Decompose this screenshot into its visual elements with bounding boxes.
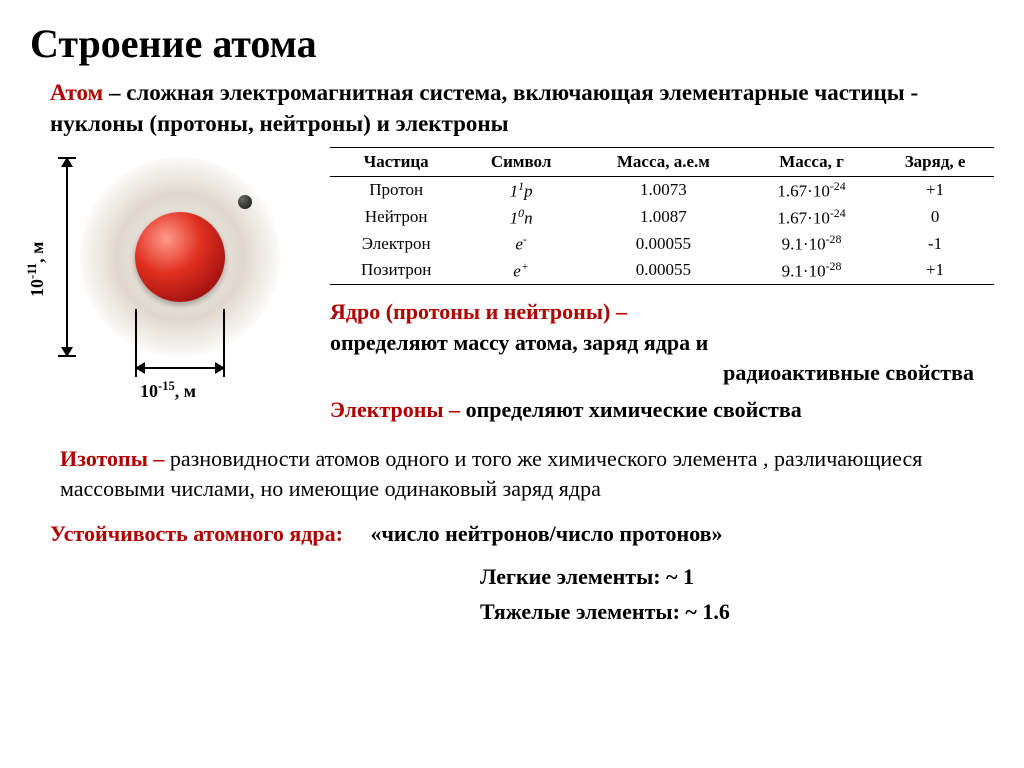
table-row: Позитронe+0.000559.1·10-28+1 (330, 257, 994, 284)
cell-particle: Нейтрон (330, 204, 462, 231)
outer-dimension (58, 157, 76, 357)
cell-mass-g: 9.1·10-28 (747, 257, 876, 284)
cell-symbol: 10n (462, 204, 579, 231)
electron-dot (238, 195, 252, 209)
content-row: 10-11, м 10-15, м Частица Символ Масса, … (30, 147, 994, 426)
electrons-term: Электроны – (330, 397, 460, 422)
page-title: Строение атома (30, 20, 994, 67)
nucleus-term: Ядро (протоны и нейтроны) – (330, 299, 627, 324)
outer-dim-label: 10-11, м (25, 242, 48, 297)
stability-label: Устойчивость атомного ядра: (50, 521, 343, 546)
cell-charge: +1 (876, 257, 994, 284)
table-row: Нейтрон10n1.00871.67·10-240 (330, 204, 994, 231)
stability-row: Устойчивость атомного ядра: «число нейтр… (50, 521, 994, 547)
def-text: – сложная электромагнитная система, вклю… (50, 80, 918, 136)
col-symbol: Символ (462, 148, 579, 177)
inner-dim-label: 10-15, м (140, 379, 196, 402)
nucleus-explain: Ядро (протоны и нейтроны) – определяют м… (330, 297, 994, 426)
col-particle: Частица (330, 148, 462, 177)
nucleus-rest: определяют массу атома, заряд ядра и (330, 330, 708, 355)
cell-mass-g: 1.67·10-24 (747, 177, 876, 204)
cell-mass-aem: 0.00055 (580, 230, 747, 257)
stability-ratio: «число нейтронов/число протонов» (370, 521, 722, 546)
cell-particle: Электрон (330, 230, 462, 257)
cell-symbol: 11p (462, 177, 579, 204)
stability-values: Легкие элементы: ~ 1 Тяжелые элементы: ~… (480, 559, 994, 629)
cell-mass-aem: 0.00055 (580, 257, 747, 284)
cell-particle: Позитрон (330, 257, 462, 284)
isotopes-rest: разновидности атомов одного и того же хи… (60, 446, 922, 501)
cell-mass-aem: 1.0073 (580, 177, 747, 204)
cell-particle: Протон (330, 177, 462, 204)
cell-mass-aem: 1.0087 (580, 204, 747, 231)
stability-light: Легкие элементы: ~ 1 (480, 559, 994, 594)
cell-mass-g: 9.1·10-28 (747, 230, 876, 257)
cell-charge: -1 (876, 230, 994, 257)
inner-dimension (135, 359, 225, 377)
isotopes-term: Изотопы – (60, 446, 164, 471)
cell-symbol: e- (462, 230, 579, 257)
atom-diagram (80, 157, 280, 357)
particle-table: Частица Символ Масса, а.е.м Масса, г Зар… (330, 147, 994, 285)
cell-symbol: e+ (462, 257, 579, 284)
cell-charge: 0 (876, 204, 994, 231)
def-term: Атом (50, 80, 103, 105)
stability-heavy: Тяжелые элементы: ~ 1.6 (480, 594, 994, 629)
col-mass-g: Масса, г (747, 148, 876, 177)
atom-definition: Атом – сложная электромагнитная система,… (50, 77, 994, 139)
cell-charge: +1 (876, 177, 994, 204)
particle-table-column: Частица Символ Масса, а.е.м Масса, г Зар… (320, 147, 994, 426)
atom-diagram-column: 10-11, м 10-15, м (30, 147, 320, 417)
nucleus-rest2: радиоактивные свойства (330, 358, 994, 389)
electrons-rest: определяют химические свойства (460, 397, 802, 422)
col-charge: Заряд, е (876, 148, 994, 177)
table-row: Протон11p1.00731.67·10-24+1 (330, 177, 994, 204)
cell-mass-g: 1.67·10-24 (747, 204, 876, 231)
isotopes-text: Изотопы – разновидности атомов одного и … (60, 444, 994, 503)
table-row: Электронe-0.000559.1·10-28-1 (330, 230, 994, 257)
nucleus (135, 212, 225, 302)
col-mass-aem: Масса, а.е.м (580, 148, 747, 177)
